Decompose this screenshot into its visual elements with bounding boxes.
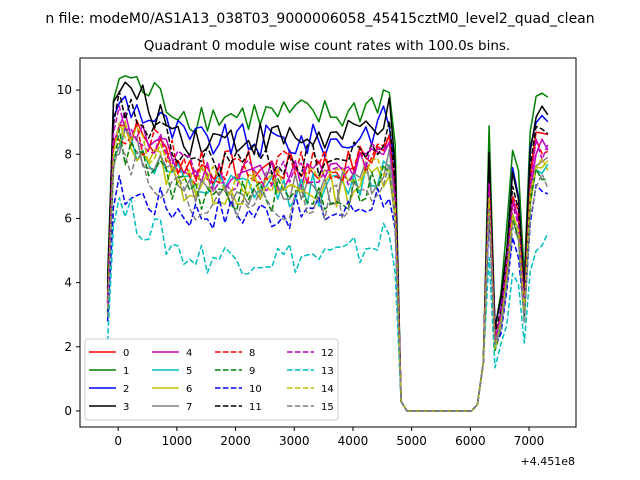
series-line-15 xyxy=(106,143,549,412)
y-tick-label: 6 xyxy=(64,211,72,225)
legend-label: 11 xyxy=(249,402,262,413)
legend-label: 0 xyxy=(123,348,129,359)
series-line-10 xyxy=(106,174,549,412)
figure-suptitle: n file: modeM0/AS1A13_038T03_9000006058_… xyxy=(45,11,594,27)
legend-label: 4 xyxy=(186,348,192,359)
plot-area xyxy=(106,75,549,412)
x-tick-label: 0 xyxy=(114,434,122,448)
axes-frame xyxy=(79,57,577,428)
legend-label: 8 xyxy=(249,348,255,359)
y-tick-label: 10 xyxy=(57,83,72,97)
y-axis: 0 2 4 6 8 10 xyxy=(57,83,80,418)
x-tick-label: 3000 xyxy=(279,434,310,448)
legend-label: 2 xyxy=(123,384,129,395)
legend-label: 14 xyxy=(321,384,334,395)
y-tick-label: 4 xyxy=(64,276,72,290)
legend-label: 5 xyxy=(186,366,192,377)
legend-label: 6 xyxy=(186,384,192,395)
x-axis: 0 1000 2000 3000 4000 5000 6000 7000 xyxy=(114,427,544,448)
legend-label: 13 xyxy=(321,366,334,377)
x-tick-label: 1000 xyxy=(162,434,193,448)
legend-label: 9 xyxy=(249,366,255,377)
x-tick-label: 5000 xyxy=(396,434,427,448)
x-tick-label: 6000 xyxy=(455,434,486,448)
x-offset-label: +4.451e8 xyxy=(521,455,575,468)
legend-label: 1 xyxy=(123,366,129,377)
x-tick-label: 4000 xyxy=(338,434,369,448)
legend-label: 10 xyxy=(249,384,262,395)
y-tick-label: 8 xyxy=(64,147,72,161)
legend-box xyxy=(84,338,339,421)
x-tick-label: 7000 xyxy=(514,434,545,448)
legend-label: 15 xyxy=(321,402,334,413)
legend-label: 7 xyxy=(186,402,192,413)
x-tick-label: 2000 xyxy=(220,434,251,448)
y-tick-label: 0 xyxy=(64,404,72,418)
legend-label: 12 xyxy=(321,348,334,359)
y-tick-label: 2 xyxy=(64,340,72,354)
legend-label: 3 xyxy=(123,402,129,413)
chart-title: Quadrant 0 module wise count rates with … xyxy=(144,38,510,54)
